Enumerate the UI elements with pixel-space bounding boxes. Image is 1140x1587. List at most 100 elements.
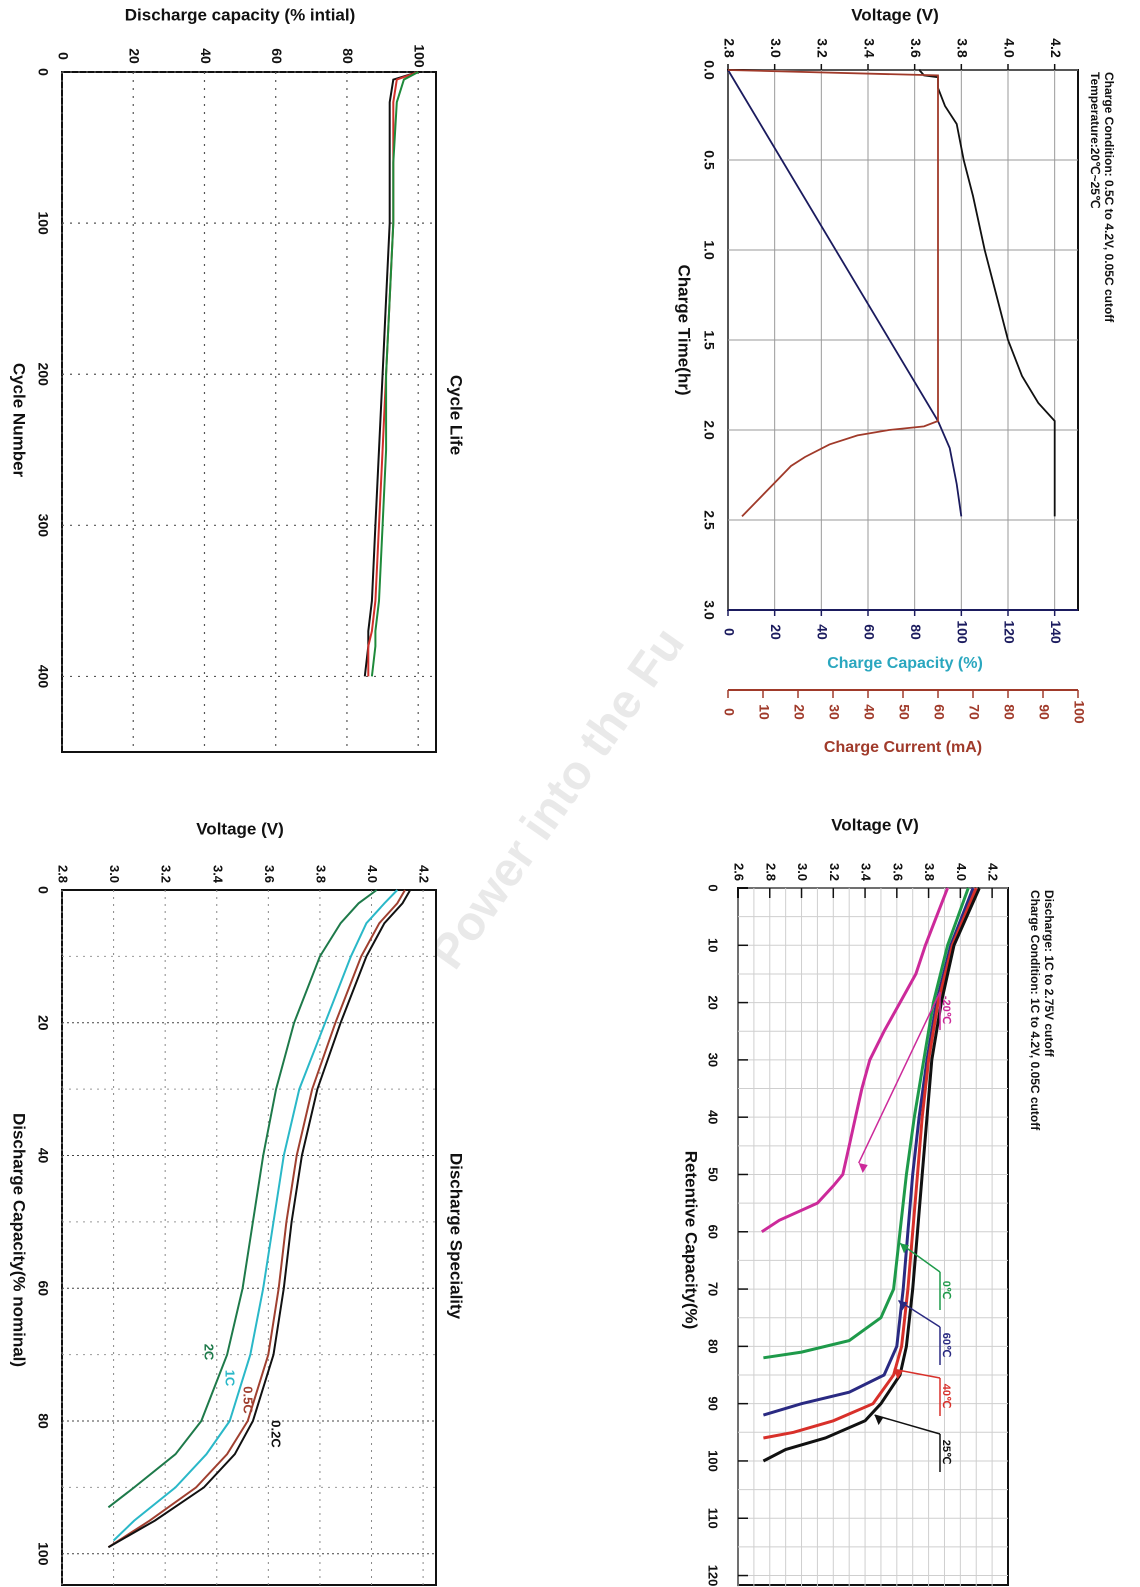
cycle-number-tick-label: 300 — [35, 514, 51, 538]
charge-time-tick-label: 1.0 — [701, 240, 717, 260]
temp-series-label: 0℃ — [940, 1281, 952, 1299]
temp-capacity-tick-label: 10 — [706, 938, 721, 952]
voltage-tick-label: 3.6 — [908, 38, 924, 58]
current-tick-label: 10 — [756, 704, 772, 720]
rate-voltage-tick-label: 3.4 — [210, 865, 225, 884]
capacity-tick-label: 120 — [1001, 620, 1017, 644]
charge-time-axis-title: Charge Time(hr) — [675, 265, 694, 396]
temp-voltage-tick-label: 2.8 — [763, 863, 778, 881]
rate-voltage-tick-label: 3.6 — [262, 865, 277, 883]
current-tick-label: 20 — [791, 704, 807, 720]
current-axis-title: Charge Current (mA) — [824, 739, 982, 756]
temp-callout-arrowhead — [874, 1415, 884, 1426]
current-tick-label: 70 — [966, 704, 982, 720]
charge-current-line — [727, 69, 939, 518]
temp-callout-arrowhead — [898, 1300, 908, 1311]
rate-voltage-tick-label: 2.8 — [56, 865, 71, 883]
temp-condition-note: Discharge: 1C to 2.75V cutoff — [1042, 890, 1056, 1058]
rate-voltage-tick-label: 3.0 — [107, 865, 122, 883]
temp-voltage-tick-label: 3.4 — [859, 863, 874, 882]
charge-time-tick-label: 2.5 — [701, 510, 717, 530]
watermark: Power into the Fu — [420, 618, 694, 978]
capacity-tick-label: 140 — [1048, 620, 1064, 644]
temp-voltage-tick-label: 3.8 — [922, 863, 937, 881]
temp-capacity-tick-label: 0 — [706, 884, 721, 891]
temp-voltage-tick-label: 3.2 — [827, 863, 842, 881]
rate-voltage-tick-label: 4.0 — [365, 865, 380, 883]
cycle-capacity-tick-label: 60 — [269, 48, 285, 64]
temp-callout-arrow — [893, 1368, 941, 1379]
capacity-axis-title: Charge Capacity (%) — [827, 655, 983, 672]
temp-capacity-tick-label: 80 — [706, 1339, 721, 1353]
temp-voltage-tick-label: 3.6 — [890, 863, 905, 881]
voltage-tick-label: 3.8 — [955, 38, 971, 58]
voltage-tick-label: 3.0 — [768, 38, 784, 58]
current-tick-label: 40 — [861, 704, 877, 720]
temp-plot-frame — [737, 887, 1009, 1586]
rate-series-label: 1C — [223, 1370, 238, 1387]
charge-time-tick-label: 0.5 — [701, 150, 717, 170]
cycle-life-title: Cycle Life — [447, 375, 466, 455]
rate-series-line — [107, 889, 406, 1549]
temp-capacity-tick-label: 20 — [706, 995, 721, 1009]
temp-capacity-tick-label: 40 — [706, 1110, 721, 1124]
temp-series-label: 25℃ — [940, 1440, 952, 1465]
cycle-capacity-tick-label: 40 — [198, 48, 214, 64]
temp-capacity-tick-label: 100 — [706, 1450, 721, 1472]
current-tick-label: 50 — [896, 704, 912, 720]
rate-series-label: 2C — [202, 1344, 217, 1361]
rate-voltage-tick-label: 3.2 — [159, 865, 174, 883]
rate-voltage-axis-title: Voltage (V) — [196, 819, 284, 838]
temp-condition-note: Charge Condition: 1C to 4.2V, 0.05C cuto… — [1028, 890, 1042, 1131]
cycle-life-line — [363, 71, 419, 677]
temp-capacity-tick-label: 120 — [706, 1565, 721, 1587]
temperature-discharge-chart: 2.6 2.8 3.0 3.2 3.4 3.6 3.8 4.0 4.2 Voltage (V) 0 1… — [682, 815, 1056, 1587]
temp-series-line — [762, 887, 975, 1417]
cycle-number-tick-label: 0 — [35, 68, 51, 76]
temp-callout-arrowhead — [900, 1243, 909, 1254]
temp-voltage-tick-label: 2.6 — [732, 863, 747, 881]
cycle-life-line — [370, 71, 419, 677]
current-tick-label: 30 — [826, 704, 842, 720]
cycle-number-axis-title: Cycle Number — [10, 363, 29, 478]
voltage-tick-label: 4.2 — [1048, 38, 1064, 58]
voltage-axis-title: Voltage (V) — [851, 5, 939, 24]
cycle-capacity-axis-title: Discharge capacity (% intial) — [125, 5, 356, 24]
cycle-capacity-tick-label: 100 — [411, 44, 427, 68]
voltage-tick-label: 3.4 — [861, 38, 877, 58]
temp-capacity-tick-label: 30 — [706, 1053, 721, 1067]
temp-voltage-tick-label: 4.2 — [986, 863, 1001, 881]
cycle-capacity-tick-label: 0 — [55, 52, 71, 60]
cycle-number-tick-label: 400 — [35, 665, 51, 689]
temp-series-label: -20℃ — [940, 996, 952, 1024]
rate-series-line — [112, 889, 399, 1542]
rate-discharge-chart: 2.8 3.0 3.2 3.4 3.6 3.8 4.0 4.2 Voltage (V) 0 20 40… — [10, 819, 466, 1587]
charge-time-tick-label: 2.0 — [701, 420, 717, 440]
current-tick-label: 90 — [1036, 704, 1052, 720]
rate-series-line — [107, 889, 378, 1509]
temp-capacity-tick-label: 70 — [706, 1282, 721, 1296]
rate-capacity-tick-label: 80 — [35, 1413, 51, 1429]
cycle-plot-frame — [61, 71, 437, 753]
watermark-text: Power into the Fu — [420, 618, 694, 978]
temp-capacity-axis-title: Retentive Capacity(%) — [682, 1151, 701, 1330]
temp-callout-arrow — [874, 1414, 941, 1435]
temp-voltage-axis-title: Voltage (V) — [831, 815, 919, 834]
capacity-tick-label: 100 — [955, 620, 971, 644]
temp-voltage-tick-label: 3.0 — [795, 863, 810, 881]
rate-voltage-tick-label: 3.8 — [313, 865, 328, 883]
temp-series-label: 40℃ — [940, 1384, 952, 1409]
voltage-tick-label: 2.8 — [721, 38, 737, 58]
cycle-capacity-tick-label: 80 — [340, 48, 356, 64]
cycle-number-tick-label: 200 — [35, 363, 51, 387]
temp-series-line — [760, 887, 949, 1234]
rate-series-line — [107, 889, 412, 1549]
current-tick-label: 100 — [1071, 700, 1087, 724]
temp-series-line — [763, 887, 978, 1440]
rate-plot-frame — [61, 889, 437, 1586]
rate-voltage-tick-label: 4.2 — [417, 865, 432, 883]
temp-voltage-tick-label: 4.0 — [954, 863, 969, 881]
charge-time-tick-label: 3.0 — [701, 600, 717, 620]
rate-capacity-tick-label: 100 — [35, 1542, 51, 1566]
capacity-tick-label: 0 — [721, 628, 737, 636]
